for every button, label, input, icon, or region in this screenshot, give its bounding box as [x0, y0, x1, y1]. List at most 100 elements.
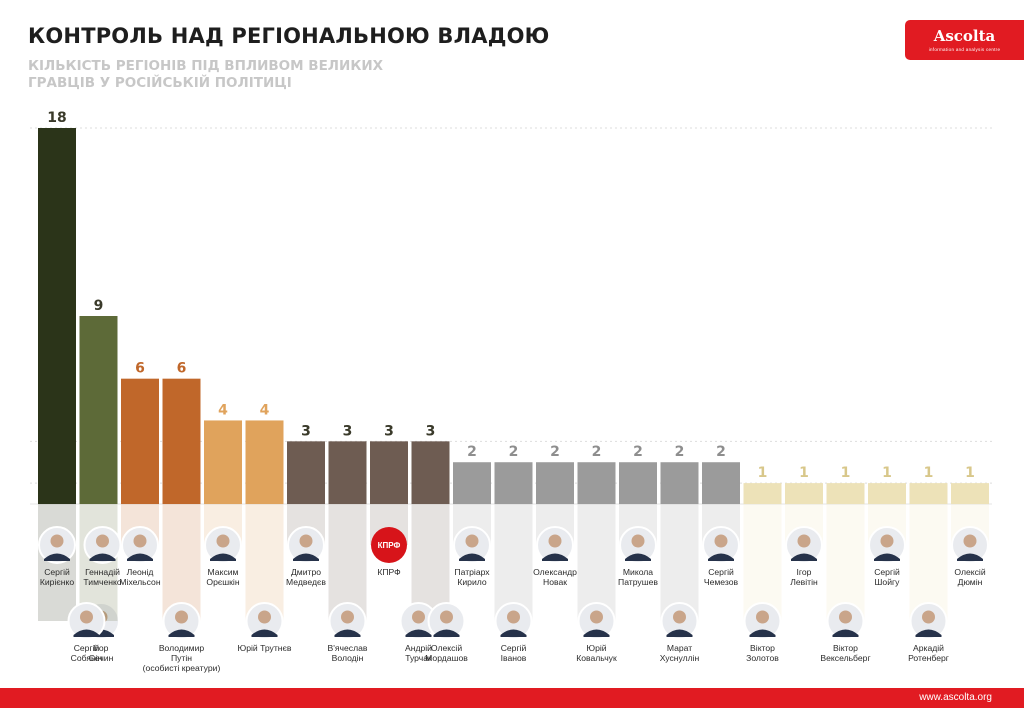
bar-chart: 18СергійКирієнкоІгорСечин9СергійСобянінГ…	[30, 110, 992, 673]
avatar-suit-icon	[500, 629, 527, 637]
bar-value-label: 2	[550, 444, 560, 460]
bar-value-label: 6	[135, 361, 145, 377]
bar	[121, 378, 159, 504]
person-name-label: Віктор	[750, 643, 775, 653]
avatar-face-icon	[548, 534, 562, 548]
bar	[411, 441, 450, 504]
bar-value-label: 2	[467, 444, 477, 460]
avatar-face-icon	[299, 534, 313, 548]
person-name-label: Сергій	[708, 567, 734, 577]
bar-value-label: 1	[924, 465, 934, 481]
avatar-face-icon	[96, 534, 109, 548]
person-name-label: Шойгу	[875, 577, 901, 587]
avatar-suit-icon	[44, 553, 70, 561]
person-name-label: Патріарх	[454, 567, 490, 577]
person-name-label: В'ячеслав	[328, 643, 368, 653]
avatar-suit-icon	[433, 629, 460, 637]
person-name-label: Орєшкін	[206, 577, 239, 587]
avatar-suit-icon	[832, 629, 859, 637]
footer-bar: www.ascolta.org	[0, 688, 1024, 708]
bar	[702, 462, 740, 504]
person-name-label: Олексій	[954, 567, 985, 577]
person-name-label: Леонід	[127, 567, 154, 577]
person-name-label: Левітін	[790, 577, 818, 587]
bar	[79, 316, 118, 504]
person-name-label: Микола	[623, 567, 653, 577]
footer-url[interactable]: www.ascolta.org	[919, 692, 992, 703]
bar-value-label: 9	[94, 298, 104, 314]
person-name-label: Кирило	[457, 577, 486, 587]
avatar-suit-icon	[625, 553, 651, 561]
bar	[453, 462, 491, 504]
bar-stem	[411, 504, 450, 621]
bar-stem	[328, 504, 367, 621]
avatar-face-icon	[175, 610, 188, 624]
person-name-label: Мордашов	[425, 653, 468, 663]
bar	[370, 441, 408, 504]
avatar-suit-icon	[749, 629, 776, 637]
logo-name: Ascolta	[933, 27, 996, 45]
person-name-label: Патрушев	[618, 577, 658, 587]
person-name-label: Сергій	[874, 567, 900, 577]
bar-value-label: 3	[426, 423, 436, 439]
person-name-label: Медведєв	[286, 577, 326, 587]
person-name-label: Вексельберг	[820, 653, 870, 663]
person-name-label: Собянін	[71, 653, 103, 663]
person-name-label: Володін	[332, 653, 364, 663]
bar-value-label: 6	[177, 361, 187, 377]
avatar-suit-icon	[666, 629, 693, 637]
bar-value-label: 1	[799, 465, 809, 481]
avatar-face-icon	[756, 610, 769, 624]
bar	[328, 441, 367, 504]
avatar-face-icon	[341, 610, 354, 624]
person-name-label: Віктор	[833, 643, 858, 653]
person-name-label: Золотов	[746, 653, 779, 663]
bar-stem	[743, 504, 782, 621]
bar	[536, 462, 574, 504]
person-name-label: Сергій	[44, 567, 70, 577]
person-name-label: Дмитро	[291, 567, 321, 577]
avatar-suit-icon	[293, 553, 319, 561]
bar	[204, 420, 242, 504]
bar-stem	[494, 504, 533, 621]
bar-value-label: 1	[758, 465, 768, 481]
person-name-label: Юрій	[586, 643, 606, 653]
avatar-suit-icon	[73, 629, 100, 637]
avatar-face-icon	[507, 610, 520, 624]
person-name-label: Сечин	[89, 653, 114, 663]
bar-value-label: 3	[301, 423, 311, 439]
bar-stem	[245, 504, 284, 621]
person-name-label: Турчак	[405, 653, 432, 663]
avatar-face-icon	[465, 534, 479, 548]
person-name-label: Максим	[208, 567, 239, 577]
avatar-suit-icon	[542, 553, 568, 561]
bar-value-label: 18	[47, 110, 66, 126]
avatar-face-icon	[80, 610, 93, 624]
avatar-face-icon	[258, 610, 271, 624]
person-name-label: Юрій Трутнєв	[238, 643, 292, 653]
bar-value-label: 2	[633, 444, 643, 460]
bar-value-label: 3	[384, 423, 394, 439]
ascolta-logo[interactable]: Ascolta information and analysis centre	[905, 20, 1024, 60]
avatar-face-icon	[797, 534, 811, 548]
person-name-label: Новак	[543, 577, 567, 587]
bar	[660, 462, 699, 504]
bar-stem	[826, 504, 865, 621]
avatar-face-icon	[880, 534, 894, 548]
bar-value-label: 1	[965, 465, 975, 481]
bar-value-label: 2	[509, 444, 519, 460]
person-name-label: Дюмін	[958, 577, 983, 587]
bar-value-label: 2	[716, 444, 726, 460]
person-name-label: Сергій	[501, 643, 527, 653]
person-name-label: Кирієнко	[40, 577, 74, 587]
person-name-label: Хуснуллін	[660, 653, 700, 663]
person-name-label: Ігор	[94, 643, 109, 653]
avatar-face-icon	[631, 534, 645, 548]
avatar-suit-icon	[957, 553, 983, 561]
avatar-face-icon	[714, 534, 728, 548]
person-name-label: Путін	[171, 653, 192, 663]
person-name-label: Андрій	[405, 643, 432, 653]
person-name-label: Олександр	[533, 567, 577, 577]
person-name-label: Ігор	[797, 567, 812, 577]
avatar-face-icon	[216, 534, 230, 548]
